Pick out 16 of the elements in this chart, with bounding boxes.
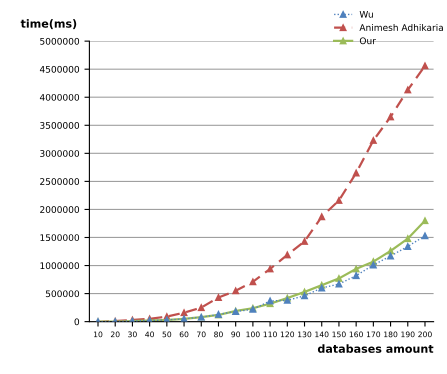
y-tick-label: 4500000: [40, 66, 80, 73]
legend-label: Our: [360, 37, 376, 44]
y-tick-label: 0: [74, 318, 80, 326]
y-tick-label: 1000000: [40, 262, 80, 270]
y-tick-label: 2500000: [40, 178, 80, 185]
y-tick-label: 4000000: [40, 94, 80, 101]
y-tick-label: 3000000: [40, 150, 80, 157]
y-tick-label: 500000: [46, 290, 80, 298]
y-tick-label: 5000000: [40, 38, 80, 45]
y-tick-label: 3500000: [40, 122, 80, 129]
y-tick-label: 2000000: [40, 206, 80, 213]
y-axis-title: time(ms): [20, 19, 76, 30]
legend-label: Wu: [360, 10, 373, 18]
legend-label: Animesh Adhikaria: [359, 24, 443, 31]
x-axis-title: databases amount: [318, 344, 434, 353]
y-tick-label: 1500000: [40, 234, 80, 242]
